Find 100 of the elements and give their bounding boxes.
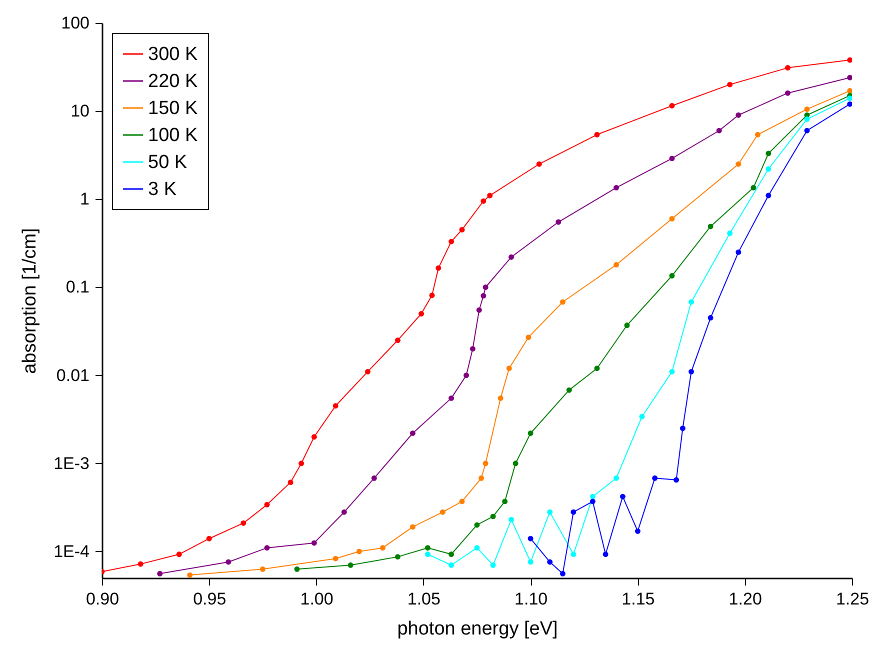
point	[784, 65, 790, 71]
point	[669, 273, 675, 278]
point	[526, 334, 532, 340]
point	[508, 516, 514, 522]
point	[847, 101, 852, 107]
point	[311, 434, 317, 440]
point	[448, 238, 454, 244]
y-tick-label: 10	[70, 102, 90, 121]
point	[480, 293, 486, 299]
x-tick-label: 1.25	[836, 590, 870, 608]
point	[429, 292, 435, 298]
point	[547, 559, 553, 565]
legend-label: 220 K	[148, 71, 198, 92]
point	[176, 552, 182, 557]
legend-label: 300 K	[148, 44, 198, 65]
point	[594, 366, 600, 372]
point	[476, 307, 482, 313]
point	[448, 562, 454, 568]
point	[547, 509, 553, 515]
point	[332, 403, 338, 409]
point	[459, 498, 465, 504]
point	[364, 368, 370, 374]
point	[260, 566, 266, 572]
point	[669, 216, 675, 222]
point	[688, 368, 694, 374]
point	[560, 299, 566, 305]
point	[394, 554, 400, 560]
point	[470, 346, 476, 352]
point	[560, 570, 566, 576]
point	[652, 475, 658, 481]
point	[474, 545, 480, 551]
point	[482, 460, 488, 466]
point	[502, 498, 508, 504]
x-tick-label: 1.05	[407, 590, 440, 608]
point	[498, 395, 504, 401]
y-tick-label: 1E-3	[54, 454, 90, 473]
y-tick-label: 0.1	[66, 278, 90, 297]
y-tick-label: 100	[61, 14, 90, 32]
point	[298, 460, 304, 466]
point	[847, 95, 852, 101]
point	[847, 74, 852, 80]
point	[688, 299, 694, 305]
point	[311, 540, 317, 546]
point	[394, 338, 400, 344]
point	[157, 570, 163, 576]
point	[680, 426, 686, 432]
point	[708, 224, 714, 230]
point	[614, 262, 620, 268]
point	[418, 311, 424, 316]
point	[708, 315, 714, 321]
legend-label: 100 K	[148, 125, 198, 146]
point	[556, 219, 562, 225]
point	[784, 90, 790, 96]
point	[187, 572, 193, 578]
x-tick-label: 1.00	[300, 590, 334, 608]
point	[424, 552, 430, 557]
point	[639, 414, 645, 420]
point	[490, 562, 496, 568]
point	[804, 128, 810, 134]
point	[602, 552, 608, 557]
point	[716, 128, 722, 134]
point	[736, 161, 742, 167]
point	[570, 552, 576, 557]
point	[226, 559, 232, 565]
point	[570, 509, 576, 515]
legend-label: 50 K	[148, 152, 188, 173]
point	[620, 494, 626, 500]
point	[590, 494, 596, 500]
point	[736, 249, 742, 255]
legend-label: 150 K	[148, 98, 198, 119]
point	[410, 524, 416, 530]
point	[750, 184, 756, 190]
point	[590, 498, 596, 504]
point	[804, 106, 810, 112]
y-tick-label: 0.01	[56, 366, 90, 385]
point	[410, 430, 416, 436]
point	[594, 132, 600, 138]
x-tick-label: 1.10	[514, 590, 548, 608]
point	[669, 368, 675, 374]
point	[341, 509, 347, 515]
point	[847, 88, 852, 94]
point	[766, 166, 772, 172]
point	[424, 545, 430, 551]
x-axis-title: photon energy [eV]	[397, 618, 558, 640]
point	[506, 366, 512, 372]
point	[528, 430, 534, 436]
point	[264, 545, 270, 551]
point	[448, 552, 454, 557]
point	[736, 112, 742, 118]
point	[804, 116, 810, 122]
point	[566, 387, 572, 393]
point	[766, 192, 772, 198]
point	[138, 561, 144, 567]
point	[380, 545, 386, 551]
point	[474, 522, 480, 528]
point	[448, 395, 454, 401]
point	[528, 559, 534, 565]
point	[356, 548, 362, 554]
point	[288, 480, 294, 486]
x-tick-label: 1.20	[728, 590, 762, 608]
